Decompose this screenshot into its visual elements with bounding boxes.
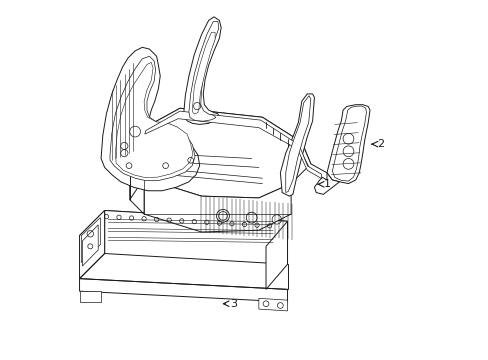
Polygon shape (104, 211, 287, 264)
Polygon shape (265, 221, 287, 289)
Polygon shape (285, 96, 310, 193)
Text: 3: 3 (230, 299, 237, 309)
Polygon shape (144, 178, 290, 232)
Polygon shape (129, 108, 310, 198)
Polygon shape (101, 47, 199, 191)
Polygon shape (80, 291, 101, 302)
Text: 2: 2 (376, 139, 384, 149)
Polygon shape (82, 225, 98, 266)
Polygon shape (115, 62, 192, 177)
Polygon shape (280, 94, 314, 196)
Polygon shape (117, 139, 131, 164)
Polygon shape (332, 106, 366, 181)
Polygon shape (192, 32, 215, 114)
Polygon shape (314, 173, 339, 194)
Polygon shape (144, 111, 321, 179)
Polygon shape (81, 218, 100, 262)
Polygon shape (80, 211, 104, 279)
Polygon shape (129, 128, 144, 200)
Polygon shape (140, 108, 326, 180)
Polygon shape (80, 279, 287, 302)
Polygon shape (110, 56, 195, 181)
Polygon shape (80, 211, 287, 246)
Polygon shape (183, 17, 221, 125)
Text: 1: 1 (323, 179, 330, 189)
Polygon shape (188, 22, 218, 121)
Polygon shape (258, 298, 287, 311)
Polygon shape (326, 105, 369, 184)
